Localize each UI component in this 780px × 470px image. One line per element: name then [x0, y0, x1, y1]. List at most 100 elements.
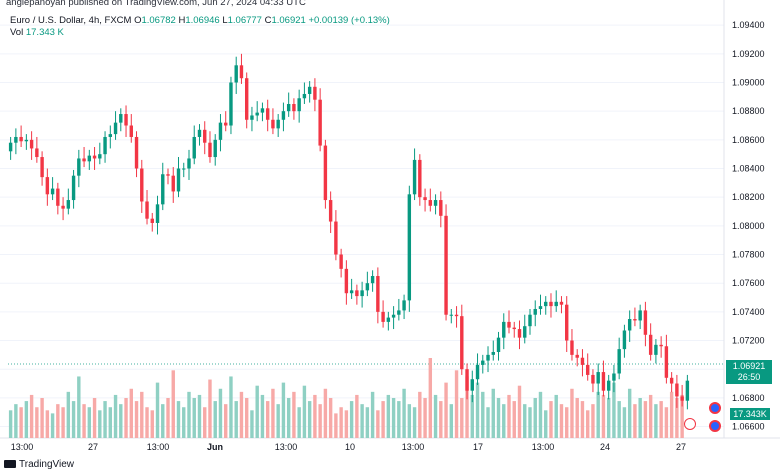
candle-body	[475, 364, 480, 380]
candle-body	[129, 125, 133, 137]
candle-body	[192, 136, 196, 159]
candle-body	[496, 337, 501, 352]
volume-bar	[533, 398, 537, 438]
volume-bar	[66, 391, 71, 438]
candle	[286, 92, 291, 117]
candle	[334, 210, 338, 261]
candle	[140, 159, 144, 213]
candle-body	[113, 122, 118, 135]
high-label: H	[178, 15, 186, 26]
candle	[449, 308, 454, 324]
candle-body	[365, 283, 370, 291]
candle-body	[66, 200, 71, 209]
candle-body	[370, 276, 375, 284]
volume-bar	[454, 370, 459, 438]
candle	[622, 324, 627, 358]
volume-bar	[166, 398, 170, 438]
volume-bar	[376, 410, 380, 438]
candle-body	[24, 139, 29, 142]
symbol-name[interactable]: Euro / U.S. Dollar, 4h, FXCM	[10, 15, 132, 26]
volume-bar	[444, 382, 448, 438]
volume-bar	[491, 388, 495, 438]
candle	[187, 149, 191, 180]
candle-body	[376, 276, 380, 312]
volume-bar	[617, 401, 621, 438]
candle-body	[292, 104, 296, 112]
volume-bar	[208, 379, 212, 438]
candle	[45, 168, 50, 206]
candle	[475, 353, 480, 385]
candle-body	[428, 200, 433, 206]
last-price-value: 1.06921	[732, 361, 766, 371]
volume-bar	[565, 407, 569, 438]
volume-bar	[475, 382, 480, 438]
candle	[203, 121, 207, 155]
candle	[559, 296, 564, 314]
candle	[250, 106, 254, 132]
volume-bar	[134, 401, 139, 438]
candle	[669, 372, 674, 393]
candle	[297, 89, 301, 123]
candle	[19, 125, 23, 148]
candle-body	[203, 129, 207, 143]
candle-body	[14, 136, 18, 143]
volume-bar	[45, 410, 50, 438]
tradingview-brand[interactable]: TradingView	[4, 459, 74, 470]
candle-body	[140, 168, 144, 202]
open-value: 1.06782	[141, 15, 176, 26]
volume-bar	[481, 391, 485, 438]
volume-bar	[544, 410, 548, 438]
candle	[24, 134, 29, 150]
candle	[481, 354, 485, 374]
event-flag-icon[interactable]	[709, 420, 721, 432]
candle	[465, 363, 469, 400]
volume-bar	[575, 398, 579, 438]
volume-bar	[14, 404, 18, 438]
volume-bar	[591, 404, 595, 438]
volume-label[interactable]: Vol	[10, 27, 24, 38]
volume-bar	[439, 401, 443, 438]
candle	[544, 296, 548, 315]
event-flag-icon[interactable]	[709, 402, 721, 414]
candle	[549, 293, 553, 318]
volume-bar	[318, 404, 322, 438]
chart-grid	[0, 24, 724, 428]
us-flag-icon[interactable]	[684, 418, 696, 430]
candle-body	[281, 111, 286, 120]
candle	[113, 111, 118, 140]
volume-bar	[355, 394, 359, 438]
candle-body	[565, 304, 569, 341]
price-tick-label: 1.08400	[732, 164, 765, 174]
candle	[585, 353, 590, 381]
volume-bar	[77, 376, 81, 438]
candle	[638, 304, 642, 330]
candle-body	[318, 99, 322, 146]
candle	[680, 384, 684, 407]
symbol-legend: Euro / U.S. Dollar, 4h, FXCM O1.06782 H1…	[10, 14, 390, 27]
candle-body	[402, 300, 406, 311]
candle	[61, 197, 65, 221]
tradingview-logo-icon	[4, 460, 16, 469]
volume-bar	[98, 410, 102, 438]
candle-body	[328, 200, 333, 222]
volume-bar	[229, 376, 233, 438]
candle-body	[313, 86, 317, 100]
price-tick-label: 1.06800	[732, 393, 765, 403]
volume-bar	[239, 391, 244, 438]
candle-body	[465, 369, 469, 391]
volume-bar	[386, 394, 391, 438]
volume-bar	[344, 410, 349, 438]
candle-body	[685, 380, 690, 401]
candle-body	[339, 254, 343, 269]
candle	[397, 298, 401, 321]
price-tick-label: 1.06600	[732, 422, 765, 432]
candle-body	[103, 136, 107, 155]
candle-body	[250, 115, 254, 120]
volume-bar	[155, 382, 160, 438]
volume-bar	[35, 407, 39, 438]
publisher-credit: angiepanoyan published on TradingView.co…	[6, 0, 306, 8]
volume-bar	[428, 358, 433, 438]
candle-body	[439, 200, 443, 216]
candle	[470, 370, 474, 403]
